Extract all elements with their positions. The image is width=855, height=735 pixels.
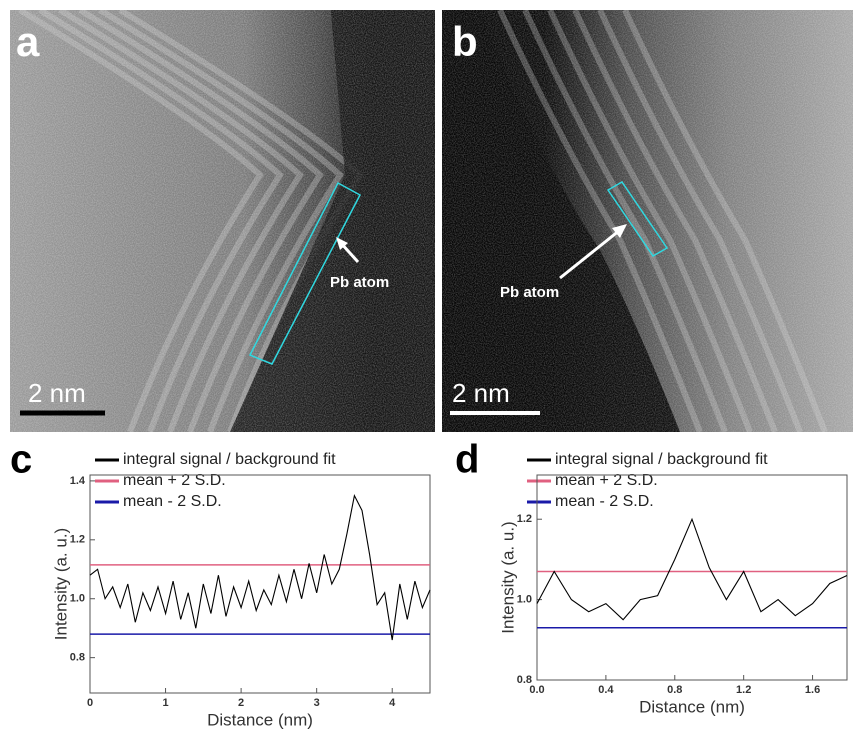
scale-bar-label: 2 nm [28,378,86,408]
plot-frame [89,474,431,694]
x-tick-label: 0 [87,697,93,709]
y-tick-label: 1.4 [70,475,86,487]
x-tick-label: 1 [162,697,168,709]
legend-label: mean + 2 S.D. [123,472,226,489]
x-tick-label: 4 [389,697,396,709]
panel-label: c [10,438,32,482]
x-tick-label: 1.2 [736,684,751,696]
x-tick-label: 3 [314,697,320,709]
annotation: Pb atom [330,274,389,291]
y-axis-label: Intensity (a. u.) [498,521,517,633]
y-tick-label: 1.2 [70,534,85,546]
image-a [10,10,435,432]
panel-label: b [452,18,478,65]
x-tick-label: 1.6 [805,684,820,696]
image-b [442,10,853,432]
x-axis-label: Distance (nm) [207,710,313,729]
annotation: Pb atom [500,284,559,301]
y-tick-label: 0.8 [70,652,85,664]
legend-label: mean - 2 S.D. [555,493,654,510]
x-tick-label: 2 [238,697,244,709]
y-tick-label: 1.2 [517,513,532,525]
x-tick-label: 0.4 [598,684,614,696]
legend-label: mean - 2 S.D. [123,493,222,510]
series-line [89,493,431,641]
panel-label: a [16,18,40,65]
legend-label: integral signal / background fit [555,451,768,468]
y-tick-label: 1.0 [517,594,532,606]
y-tick-label: 1.0 [70,593,85,605]
plot-frame [536,474,848,681]
y-axis-label: Intensity (a. u.) [51,528,70,640]
scale-bar-label: 2 nm [452,378,510,408]
y-tick-label: 0.8 [517,674,532,686]
x-tick-label: 0.0 [529,684,544,696]
panel-label: d [455,438,479,482]
legend-label: mean + 2 S.D. [555,472,658,489]
x-axis-label: Distance (nm) [639,697,745,716]
x-tick-label: 0.8 [667,684,682,696]
legend-label: integral signal / background fit [123,451,336,468]
series-line [536,517,848,621]
